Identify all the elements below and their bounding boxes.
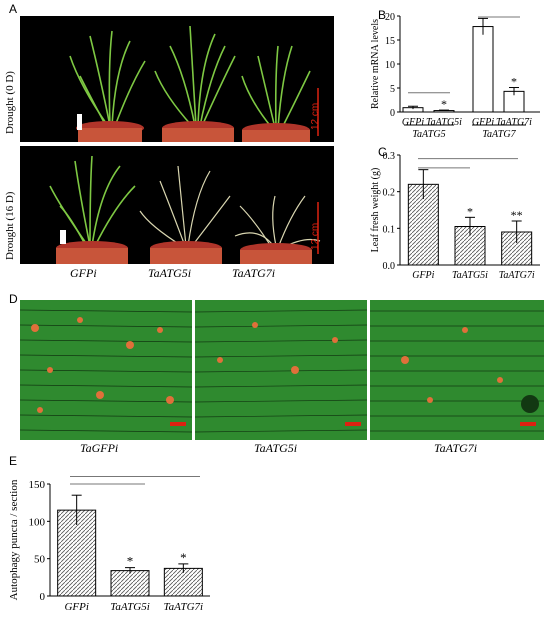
- scale-bar-label-bottom: 12 cm: [310, 222, 321, 250]
- category-label: GFPi: [402, 117, 424, 128]
- category-label: TaATG5i: [452, 270, 488, 281]
- y-tick-label: 5: [390, 84, 395, 95]
- plant-photo-day16: [20, 146, 334, 264]
- y-tick-label: 0.0: [383, 261, 396, 272]
- significance-mark: *: [467, 204, 473, 218]
- category-label: TaATG5i: [110, 601, 150, 613]
- bar: [57, 509, 97, 597]
- plant-photo-day16-drawing: [49, 155, 321, 264]
- y-tick-label: 20: [385, 12, 395, 23]
- y-tick-label: 150: [29, 479, 46, 491]
- category-label: TaATG7i: [499, 270, 535, 281]
- scale-bar-label-top: 12 cm: [310, 102, 321, 130]
- panel-label-b: B: [378, 8, 387, 22]
- group-label: TaATG5: [412, 129, 445, 140]
- micrograph-atg7i: [370, 300, 544, 440]
- y-tick-label: 100: [29, 516, 46, 528]
- photo-genotype-1: GFPi: [70, 266, 97, 280]
- bar: [110, 570, 150, 597]
- chart-e-puncta: 0 50 100 150 Autophagy puncta / section GFPi *…: [8, 476, 210, 613]
- panel-label-e: E: [9, 454, 18, 468]
- micrograph-label-2: TaATG5i: [254, 441, 298, 455]
- micrograph-label-3: TaATG7i: [434, 441, 478, 455]
- micrograph-atg5i: [195, 300, 367, 440]
- photo-genotype-3: TaATG7i: [232, 266, 276, 280]
- bar: [163, 567, 203, 597]
- micrograph-atg5i-drawing: [195, 300, 367, 440]
- micrograph-label-1: TaGFPi: [80, 441, 119, 455]
- category-label: TaATG7i: [164, 601, 204, 613]
- chart-b-mrna: 0 5 10 15 20 Relative mRNA levels GFPi * TaATG5i…: [370, 12, 540, 140]
- significance-mark: *: [180, 550, 187, 565]
- y-tick-label: 0.2: [383, 188, 396, 199]
- y-axis-label: Relative mRNA levels: [370, 19, 381, 109]
- significance-mark: *: [441, 97, 447, 111]
- panel-label-d: D: [9, 292, 18, 306]
- y-tick-label: 0: [40, 591, 46, 603]
- micrograph-atg7i-drawing: [370, 300, 544, 440]
- significance-mark: *: [511, 75, 517, 89]
- category-label: TaATG5i: [426, 117, 462, 128]
- category-label: TaATG7i: [496, 117, 532, 128]
- panel-label-a: A: [9, 2, 18, 16]
- plant-photo-day0-drawing: [69, 25, 319, 142]
- bar: [472, 26, 494, 113]
- y-tick-label: 0: [390, 108, 395, 119]
- plant-photo-day0: [20, 16, 334, 142]
- category-label: GFPi: [472, 117, 494, 128]
- y-tick-label: 10: [385, 60, 395, 71]
- y-tick-label: 50: [34, 554, 46, 566]
- significance-mark: *: [127, 554, 134, 569]
- y-axis-label: Autophagy puncta / section: [8, 479, 20, 600]
- category-label: GFPi: [412, 270, 434, 281]
- panel-label-c: C: [378, 145, 387, 159]
- photo-label-day0: Drought (0 D): [4, 71, 16, 134]
- photo-genotype-2: TaATG5i: [148, 266, 192, 280]
- group-label: TaATG7: [482, 129, 516, 140]
- category-label: GFPi: [64, 601, 88, 613]
- photo-label-day16: Drought (16 D): [4, 191, 16, 260]
- micrograph-gfpi-drawing: [20, 300, 192, 440]
- significance-mark: **: [511, 208, 523, 222]
- y-tick-label: 0.3: [383, 151, 396, 162]
- y-tick-label: 15: [385, 36, 395, 47]
- y-axis-label: Leaf fresh weight (g): [370, 168, 381, 253]
- micrograph-gfpi: [20, 300, 192, 440]
- y-tick-label: 0.1: [383, 224, 396, 235]
